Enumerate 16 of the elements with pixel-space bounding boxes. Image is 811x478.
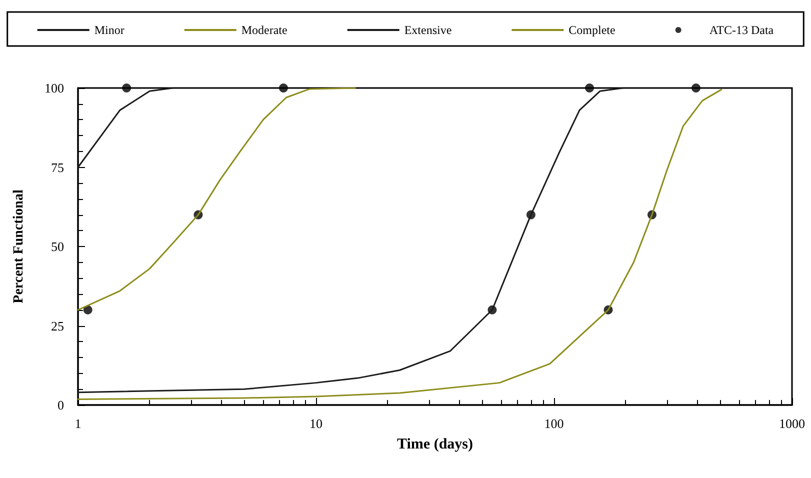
y-tick-label: 50 bbox=[51, 239, 64, 254]
y-tick-label: 100 bbox=[44, 80, 64, 96]
x-axis-title: Time (days) bbox=[397, 436, 473, 452]
x-tick-label: 1000 bbox=[779, 416, 805, 431]
y-axis-title: Percent Functional bbox=[12, 190, 26, 304]
legend-label: Extensive bbox=[404, 23, 452, 37]
y-tick-label: 75 bbox=[51, 160, 64, 175]
x-tick-label: 100 bbox=[544, 416, 564, 431]
legend-label: Minor bbox=[94, 23, 124, 37]
y-tick-label: 25 bbox=[51, 318, 64, 334]
x-tick-label: 10 bbox=[310, 416, 322, 431]
x-tick-label: 1 bbox=[74, 416, 82, 431]
legend-label: Complete bbox=[568, 23, 616, 37]
legend-label: ATC-13 Data bbox=[709, 23, 774, 37]
legend-label: Moderate bbox=[241, 23, 288, 37]
y-tick-label: 0 bbox=[58, 398, 64, 412]
